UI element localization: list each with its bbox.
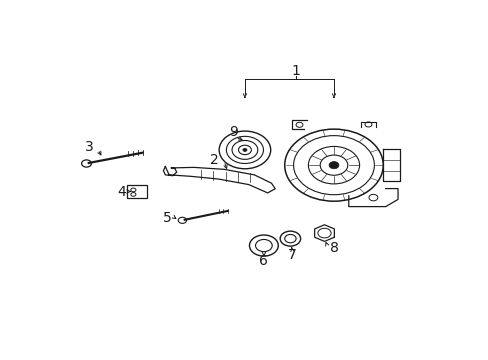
Text: 1: 1 [291,64,300,78]
Text: 9: 9 [229,125,238,139]
Circle shape [243,148,246,152]
Text: 6: 6 [259,254,268,268]
Text: 3: 3 [85,140,94,154]
Circle shape [328,162,338,169]
Text: 4: 4 [117,185,126,198]
Text: 2: 2 [210,153,219,167]
Text: 8: 8 [329,241,338,255]
Bar [127,185,146,198]
Text: 7: 7 [287,248,296,262]
Text: 5: 5 [163,211,171,225]
